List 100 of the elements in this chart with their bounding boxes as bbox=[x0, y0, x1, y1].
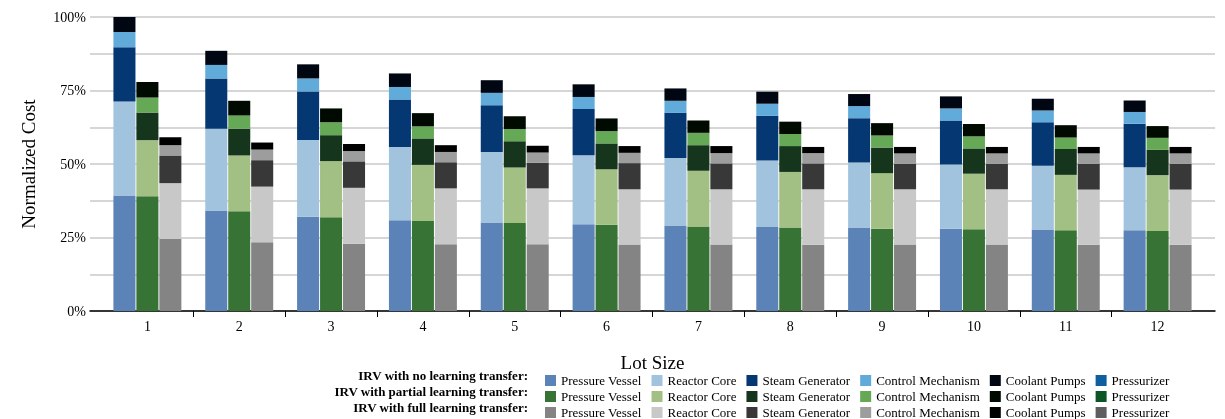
legend-label: Steam Generator bbox=[762, 373, 851, 388]
text: IRV with no learning transfer: bbox=[358, 368, 528, 383]
bar bbox=[320, 108, 343, 123]
bar bbox=[480, 222, 503, 311]
bar bbox=[848, 227, 871, 311]
bar bbox=[618, 152, 641, 164]
bar bbox=[136, 196, 159, 311]
bar bbox=[159, 155, 182, 184]
bar bbox=[1169, 146, 1192, 154]
bar bbox=[320, 217, 343, 311]
x-tick-label: 12 bbox=[1150, 318, 1165, 334]
bar bbox=[871, 228, 894, 311]
bar bbox=[526, 244, 549, 311]
bar bbox=[503, 223, 526, 311]
text: IRV with full learning transfer: bbox=[353, 400, 528, 415]
bar bbox=[894, 153, 917, 164]
bar bbox=[1077, 146, 1100, 154]
bar bbox=[985, 146, 1008, 154]
bar bbox=[1077, 153, 1100, 164]
bar bbox=[848, 162, 871, 228]
bar bbox=[297, 64, 320, 79]
bar bbox=[411, 221, 434, 311]
bar bbox=[1146, 175, 1169, 232]
x-tick-label: 1 bbox=[143, 318, 151, 334]
bar bbox=[871, 147, 894, 174]
bar bbox=[687, 226, 710, 311]
bar bbox=[1123, 123, 1146, 168]
bar bbox=[779, 171, 802, 228]
legend-label: Control Mechanism bbox=[876, 405, 980, 419]
bar bbox=[894, 163, 917, 190]
bar bbox=[1123, 167, 1146, 231]
x-tick-label: 6 bbox=[603, 318, 611, 334]
legend-label: Coolant Pumps bbox=[1005, 389, 1086, 404]
bar bbox=[113, 31, 136, 48]
bar bbox=[664, 112, 687, 159]
bar bbox=[572, 109, 595, 156]
bar bbox=[1123, 230, 1146, 311]
bar bbox=[779, 121, 802, 135]
bar bbox=[1169, 153, 1192, 164]
bar bbox=[1054, 230, 1077, 311]
bar bbox=[664, 100, 687, 113]
bar bbox=[503, 141, 526, 168]
bar bbox=[1123, 100, 1146, 112]
bar bbox=[962, 136, 985, 149]
bar bbox=[871, 173, 894, 229]
bar bbox=[1054, 125, 1077, 138]
bar bbox=[1031, 229, 1054, 311]
bar bbox=[1077, 163, 1100, 190]
bar bbox=[343, 144, 366, 152]
bar bbox=[939, 96, 962, 109]
legend-label: Pressure Vessel bbox=[561, 405, 642, 419]
bar bbox=[526, 145, 549, 153]
bar bbox=[687, 145, 710, 171]
bar bbox=[251, 160, 274, 187]
bar bbox=[756, 103, 779, 116]
bar bbox=[1031, 165, 1054, 230]
legend-label: Pressurizer bbox=[1111, 389, 1171, 404]
y-tick-label: 75% bbox=[60, 83, 87, 98]
bar bbox=[320, 135, 343, 162]
bar bbox=[687, 132, 710, 146]
bar bbox=[503, 129, 526, 142]
bar bbox=[756, 91, 779, 104]
bar bbox=[962, 173, 985, 230]
bar bbox=[1077, 244, 1100, 311]
bar bbox=[205, 64, 228, 79]
bar bbox=[228, 100, 251, 116]
bar bbox=[320, 122, 343, 136]
bar bbox=[251, 142, 274, 150]
bar bbox=[595, 131, 618, 144]
bar bbox=[434, 162, 457, 189]
bar bbox=[411, 164, 434, 222]
bar bbox=[228, 155, 251, 212]
bar bbox=[939, 108, 962, 121]
bar bbox=[894, 146, 917, 154]
legend-label: Pressure Vessel bbox=[561, 389, 642, 404]
bar bbox=[388, 86, 411, 100]
bar bbox=[113, 47, 136, 102]
bar bbox=[802, 244, 825, 311]
bar bbox=[985, 244, 1008, 311]
bar bbox=[526, 152, 549, 163]
legend-label: Control Mechanism bbox=[876, 389, 980, 404]
bar bbox=[113, 195, 136, 311]
bar bbox=[297, 139, 320, 217]
bar bbox=[710, 146, 733, 154]
bar bbox=[572, 224, 595, 311]
bar bbox=[205, 50, 228, 65]
legend-label: Coolant Pumps bbox=[1005, 405, 1086, 419]
bar bbox=[251, 149, 274, 161]
bar bbox=[572, 96, 595, 110]
bar bbox=[113, 101, 136, 196]
bar bbox=[388, 220, 411, 311]
bar bbox=[962, 229, 985, 311]
x-tick-label: 2 bbox=[235, 318, 243, 334]
x-tick-label: 11 bbox=[1059, 318, 1073, 334]
legend-label: Reactor Core bbox=[667, 373, 737, 388]
bar bbox=[962, 124, 985, 137]
bar bbox=[572, 155, 595, 225]
bar bbox=[802, 153, 825, 164]
x-tick-label: 3 bbox=[327, 318, 335, 334]
bar bbox=[848, 94, 871, 107]
